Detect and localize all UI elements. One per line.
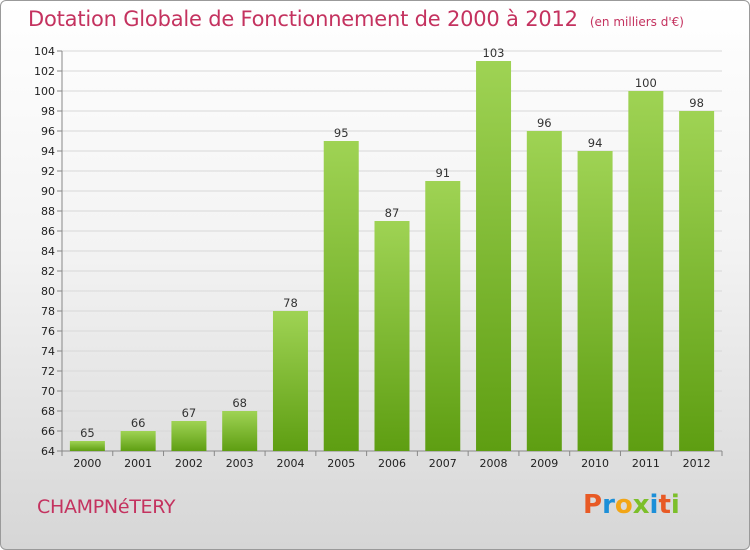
x-tick-label: 2005 — [327, 457, 355, 470]
chart-subtitle: (en milliers d'€) — [589, 15, 684, 29]
bar-2012 — [679, 111, 715, 451]
y-tick-label: 68 — [41, 405, 55, 418]
data-label-2005: 95 — [334, 126, 349, 140]
x-tick-label: 2007 — [429, 457, 457, 470]
y-tick-label: 80 — [41, 285, 55, 298]
x-tick-label: 2011 — [632, 457, 660, 470]
y-tick-label: 76 — [41, 325, 55, 338]
y-tick-label: 104 — [34, 45, 55, 58]
data-label-2010: 94 — [588, 136, 603, 150]
bar-2009 — [526, 131, 562, 451]
bar-2003 — [222, 411, 258, 451]
data-label-2000: 65 — [80, 426, 95, 440]
data-label-2006: 87 — [385, 206, 400, 220]
x-tick-label: 2010 — [581, 457, 609, 470]
x-tick-label: 2004 — [276, 457, 304, 470]
y-tick-label: 90 — [41, 185, 55, 198]
bars — [69, 61, 715, 451]
y-tick-label: 94 — [41, 145, 55, 158]
x-tick-label: 2008 — [480, 457, 508, 470]
bar-2011 — [628, 91, 664, 451]
chart-title: Dotation Globale de Fonctionnement de 20… — [28, 7, 684, 31]
y-tick-label: 70 — [41, 385, 55, 398]
data-labels: 65 66 67 68 78 95 87 91 103 96 94 100 98 — [80, 46, 704, 440]
x-tick-label: 2003 — [226, 457, 254, 470]
data-label-2011: 100 — [635, 76, 657, 90]
data-label-2012: 98 — [689, 96, 704, 110]
data-label-2003: 68 — [232, 396, 247, 410]
bar-2008 — [476, 61, 512, 451]
data-label-2009: 96 — [537, 116, 552, 130]
y-tick-label: 88 — [41, 205, 55, 218]
bar-2006 — [374, 221, 410, 451]
chart-title-text: Dotation Globale de Fonctionnement de 20… — [28, 7, 578, 31]
y-tick-label: 84 — [41, 245, 55, 258]
bar-2010 — [577, 151, 613, 451]
x-tick-label: 2012 — [683, 457, 711, 470]
bar-2007 — [425, 181, 461, 451]
y-tick-label: 92 — [41, 165, 55, 178]
x-tick-label: 2002 — [175, 457, 203, 470]
data-label-2004: 78 — [283, 296, 298, 310]
data-label-2002: 67 — [182, 406, 197, 420]
y-tick-label: 100 — [34, 85, 55, 98]
y-tick-label: 72 — [41, 365, 55, 378]
y-tick-label: 98 — [41, 105, 55, 118]
data-label-2007: 91 — [435, 166, 450, 180]
y-tick-label: 102 — [34, 65, 55, 78]
bar-2001 — [120, 431, 156, 451]
bar-2000 — [69, 441, 105, 451]
x-tick-label: 2000 — [73, 457, 101, 470]
y-tick-label: 86 — [41, 225, 55, 238]
bar-2005 — [323, 141, 359, 451]
proxiti-logo[interactable]: Proxiti — [583, 490, 680, 520]
bar-2004 — [272, 311, 308, 451]
y-tick-label: 66 — [41, 425, 55, 438]
y-tick-label: 96 — [41, 125, 55, 138]
data-label-2008: 103 — [483, 46, 505, 60]
x-tick-label: 2006 — [378, 457, 406, 470]
x-tick-label: 2001 — [124, 457, 152, 470]
y-tick-label: 64 — [41, 445, 55, 458]
y-tick-label: 74 — [41, 345, 55, 358]
y-tick-label: 82 — [41, 265, 55, 278]
x-tick-label: 2009 — [530, 457, 558, 470]
bar-2002 — [171, 421, 207, 451]
commune-name: CHAMPNéTERY — [37, 496, 176, 518]
data-label-2001: 66 — [131, 416, 146, 430]
y-tick-label: 78 — [41, 305, 55, 318]
